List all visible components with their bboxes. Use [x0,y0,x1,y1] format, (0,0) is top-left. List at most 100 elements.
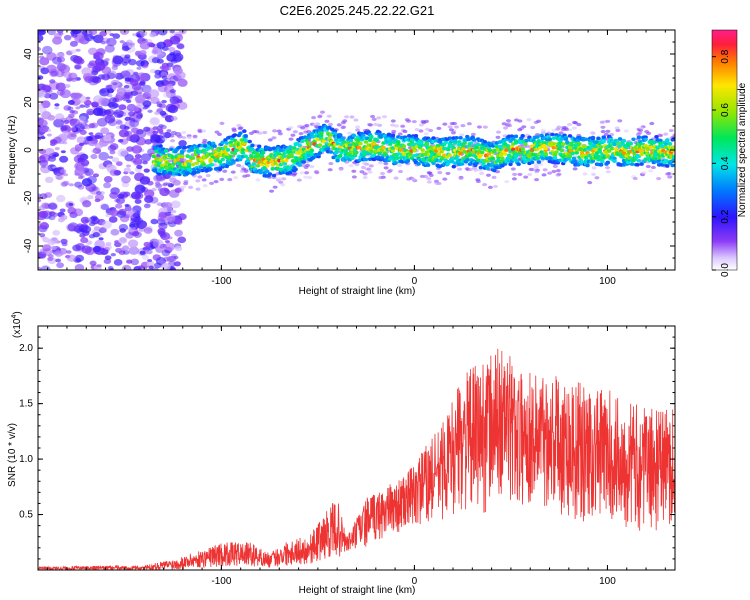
halo-cell [426,177,432,181]
signal-cell [551,145,556,150]
halo-cell [656,176,662,181]
signal-cell [271,173,277,178]
signal-cell [321,139,327,144]
noise-speckle [145,194,152,200]
snr-scale-suffix: ) [12,311,23,314]
halo-cell [576,123,582,127]
signal-cell [408,152,413,156]
signal-cell [465,134,470,139]
signal-cell [578,147,584,151]
noise-speckle [154,69,162,75]
halo-cell [526,118,532,122]
signal-cell [509,134,515,138]
halo-cell [487,185,493,189]
noise-speckle [177,101,188,110]
halo-cell [591,166,597,170]
signal-cell [567,145,573,150]
signal-cell [428,145,434,149]
noise-speckle [127,239,139,248]
y-tick-label: -40 [23,238,34,253]
signal-cell [357,145,362,150]
halo-cell [450,131,456,135]
signal-cell [202,144,208,148]
colorbar-tick-label: 0.0 [720,263,731,277]
halo-cell [217,132,223,136]
noise-speckle [139,80,146,85]
noise-speckle [129,171,135,175]
signal-cell [292,145,297,150]
noise-speckle [170,130,177,136]
signal-cell [601,139,606,144]
signal-cell [381,146,386,150]
halo-cell [511,177,517,181]
noise-speckle [121,94,131,102]
noise-speckle [177,236,187,244]
noise-speckle [170,116,178,121]
noise-speckle [51,167,59,173]
noise-speckle [128,111,136,117]
noise-speckle [74,254,85,262]
noise-speckle [142,254,150,260]
y-tick-label: 0.5 [19,510,33,521]
noise-speckle [133,86,144,94]
halo-cell [600,125,606,129]
signal-cell [300,139,305,144]
signal-cell [416,162,421,166]
noise-speckle [70,127,77,132]
signal-cell [289,152,294,157]
noise-speckle [109,150,116,155]
signal-cell [193,152,198,157]
noise-speckle [158,211,168,219]
halo-cell [152,127,158,131]
colorbar-tick-label: 0.4 [720,156,731,170]
y-tick-label: 40 [23,48,34,60]
noise-speckle [48,81,60,90]
noise-speckle [134,184,146,194]
signal-cell [636,135,642,140]
halo-cell [236,123,242,128]
noise-speckle [88,123,96,129]
noise-speckle [69,118,78,125]
noise-speckle [113,109,124,118]
noise-speckle [114,118,122,124]
noise-speckle [101,89,107,93]
halo-cell [219,177,225,181]
halo-cell [436,126,442,130]
noise-speckle [39,57,50,66]
signal-cell [508,162,513,167]
halo-cell [587,181,593,185]
halo-cell [355,128,361,132]
halo-cell [347,131,353,135]
halo-cell [386,170,392,174]
signal-cell [671,158,675,163]
signal-cell [257,156,262,161]
signal-cell [261,150,266,155]
signal-cell [629,162,635,167]
halo-cell [475,179,481,184]
halo-cell [378,176,384,180]
halo-cell [485,173,491,177]
noise-speckle [38,193,42,198]
signal-cell [297,163,302,167]
noise-speckle [119,40,125,44]
noise-speckle [117,193,125,199]
snr-scale-exponent: 4 [11,315,18,319]
halo-cell [201,178,207,182]
halo-cell [304,171,310,175]
signal-cell [190,162,196,167]
noise-speckle [49,92,59,100]
signal-cell [257,144,262,149]
halo-cell [328,161,334,166]
halo-cell [603,132,609,137]
halo-cell [368,164,374,168]
noise-speckle [167,83,173,88]
noise-speckle [157,30,168,36]
signal-cell [612,159,617,163]
halo-cell [351,169,357,173]
noise-speckle [126,135,134,142]
noise-speckle [38,251,47,259]
halo-cell [421,121,427,125]
signal-cell [598,162,604,167]
noise-speckle [96,117,108,127]
